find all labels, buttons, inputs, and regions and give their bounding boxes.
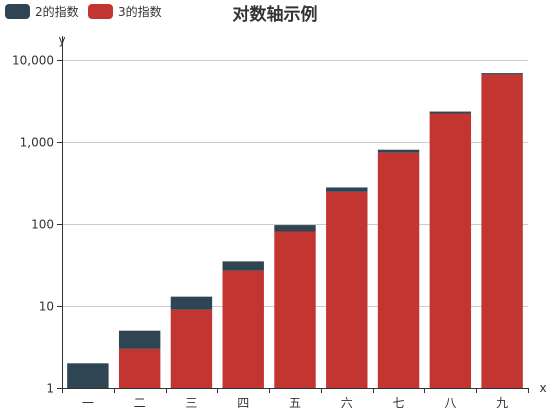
x-tick-label: 四 <box>237 396 249 410</box>
bar-series-1[interactable] <box>429 113 472 388</box>
x-tick-label: 七 <box>393 396 405 410</box>
x-tick-label: 九 <box>496 396 508 410</box>
bars-group <box>67 73 523 388</box>
bar-series-0[interactable] <box>377 149 420 153</box>
x-tick-label: 六 <box>341 396 353 410</box>
bar-series-0[interactable] <box>170 296 213 310</box>
x-tick-label: 八 <box>444 396 456 410</box>
x-tick-label: 三 <box>185 396 197 410</box>
y-axis-name: y <box>58 33 65 47</box>
bar-series-1[interactable] <box>170 309 213 388</box>
bar-series-0[interactable] <box>222 261 264 271</box>
chart-title: 对数轴示例 <box>233 4 318 25</box>
legend-swatch <box>88 4 113 19</box>
bar-series-0[interactable] <box>274 225 316 232</box>
bar-series-0[interactable] <box>481 73 523 75</box>
bar-series-1[interactable] <box>222 270 264 388</box>
y-tick-label: 10 <box>39 300 54 314</box>
y-tick-label: 100 <box>31 218 54 232</box>
y-tick-label: 10,000 <box>12 54 54 68</box>
legend-label: 3的指数 <box>118 4 162 19</box>
bar-series-0[interactable] <box>429 111 472 114</box>
legend-label: 2的指数 <box>35 4 79 19</box>
bar-series-1[interactable] <box>326 191 368 388</box>
legend: 2的指数 3的指数 <box>5 4 162 19</box>
x-tick-label: 五 <box>289 396 301 410</box>
x-tick-label: 一 <box>82 396 94 410</box>
bar-series-0[interactable] <box>326 187 368 192</box>
bar-series-1[interactable] <box>118 348 161 388</box>
x-tick-label: 二 <box>134 396 146 410</box>
x-axis-name: x <box>539 381 546 395</box>
bar-series-0[interactable] <box>67 363 109 388</box>
y-tick-label: 1,000 <box>20 136 54 150</box>
y-tick-label: 1 <box>46 382 54 396</box>
bar-series-1[interactable] <box>481 74 523 388</box>
bar-series-0[interactable] <box>118 330 161 349</box>
axes: 1 10 100 1,000 10,000 一 二 三 四 五 六 七 八 九 <box>12 36 529 410</box>
legend-item-series-1[interactable]: 3的指数 <box>88 4 162 19</box>
bar-series-1[interactable] <box>377 152 420 388</box>
legend-swatch <box>5 4 30 19</box>
legend-item-series-0[interactable]: 2的指数 <box>5 4 79 19</box>
bar-series-1[interactable] <box>274 231 316 388</box>
